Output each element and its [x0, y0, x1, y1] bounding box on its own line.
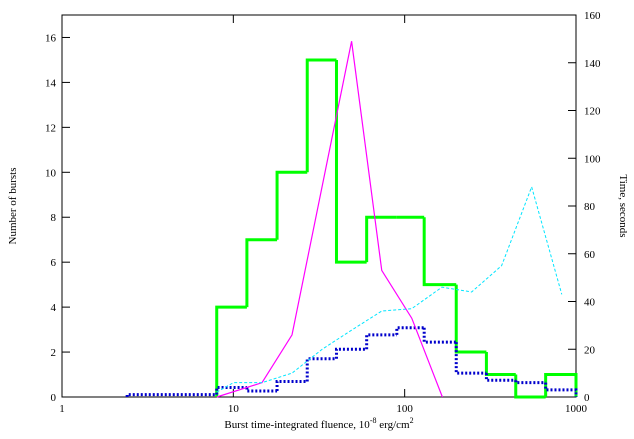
y2-tick-label: 160	[584, 10, 601, 22]
y-tick-label: 4	[51, 302, 57, 314]
x-label-sup: 2	[410, 416, 414, 425]
step-bin	[334, 347, 367, 359]
step-bin	[544, 382, 578, 397]
plot-frame	[61, 14, 577, 398]
y2-tick-label: 140	[584, 58, 601, 70]
y-tick-label: 2	[51, 347, 57, 359]
x-tick-label: 1	[59, 403, 65, 415]
step-bin	[484, 352, 516, 377]
y-axis-label: Number of bursts	[7, 168, 19, 245]
x-tick-label: 100	[396, 403, 413, 415]
y-tick-label: 10	[45, 167, 57, 179]
x-axis-label: Burst time-integrated fluence, 10-8 erg/…	[224, 416, 413, 431]
x-label-part: Burst time-integrated fluence, 10	[224, 419, 370, 431]
y2-axis-label: Time, seconds	[617, 174, 629, 237]
y-tick-label: 14	[45, 77, 57, 89]
step-bin	[514, 380, 546, 385]
y2-tick-label: 80	[584, 201, 596, 213]
step-bin	[275, 379, 308, 392]
x-label-sup: -8	[370, 416, 377, 425]
step-bin	[245, 238, 278, 308]
y2-tick-label: 20	[584, 344, 596, 356]
step-bin	[275, 170, 308, 240]
series-line	[216, 41, 443, 398]
y2-tick-label: 40	[584, 297, 596, 309]
x-label-part: erg/cm	[376, 419, 410, 431]
y2-tick-label: 120	[584, 106, 601, 118]
step-bin	[395, 326, 425, 335]
step-bin	[544, 373, 578, 397]
x-tick-label: 1000	[565, 403, 588, 415]
step-bin	[305, 357, 337, 382]
x-tick-label: 10	[228, 403, 240, 415]
series-line	[216, 185, 563, 393]
step-bin	[245, 387, 278, 393]
step-bin	[365, 215, 397, 263]
y-tick-label: 12	[45, 122, 56, 134]
step-bin	[215, 305, 247, 397]
y-tick-label: 8	[51, 212, 57, 224]
y2-tick-label: 100	[584, 153, 601, 165]
y-tick-label: 16	[45, 32, 57, 44]
step-bin	[514, 374, 546, 399]
step-bin	[422, 217, 457, 287]
step-bin	[454, 284, 487, 354]
y-tick-label: 6	[51, 257, 57, 269]
y2-tick-label: 0	[584, 392, 590, 404]
step-bin	[305, 58, 337, 173]
step-bin	[422, 327, 457, 344]
y2-tick-label: 60	[584, 249, 596, 261]
step-bin	[365, 333, 397, 350]
step-bin	[334, 59, 367, 264]
step-bin	[454, 342, 487, 375]
step-bin	[125, 393, 217, 397]
y-tick-label: 0	[51, 392, 57, 404]
